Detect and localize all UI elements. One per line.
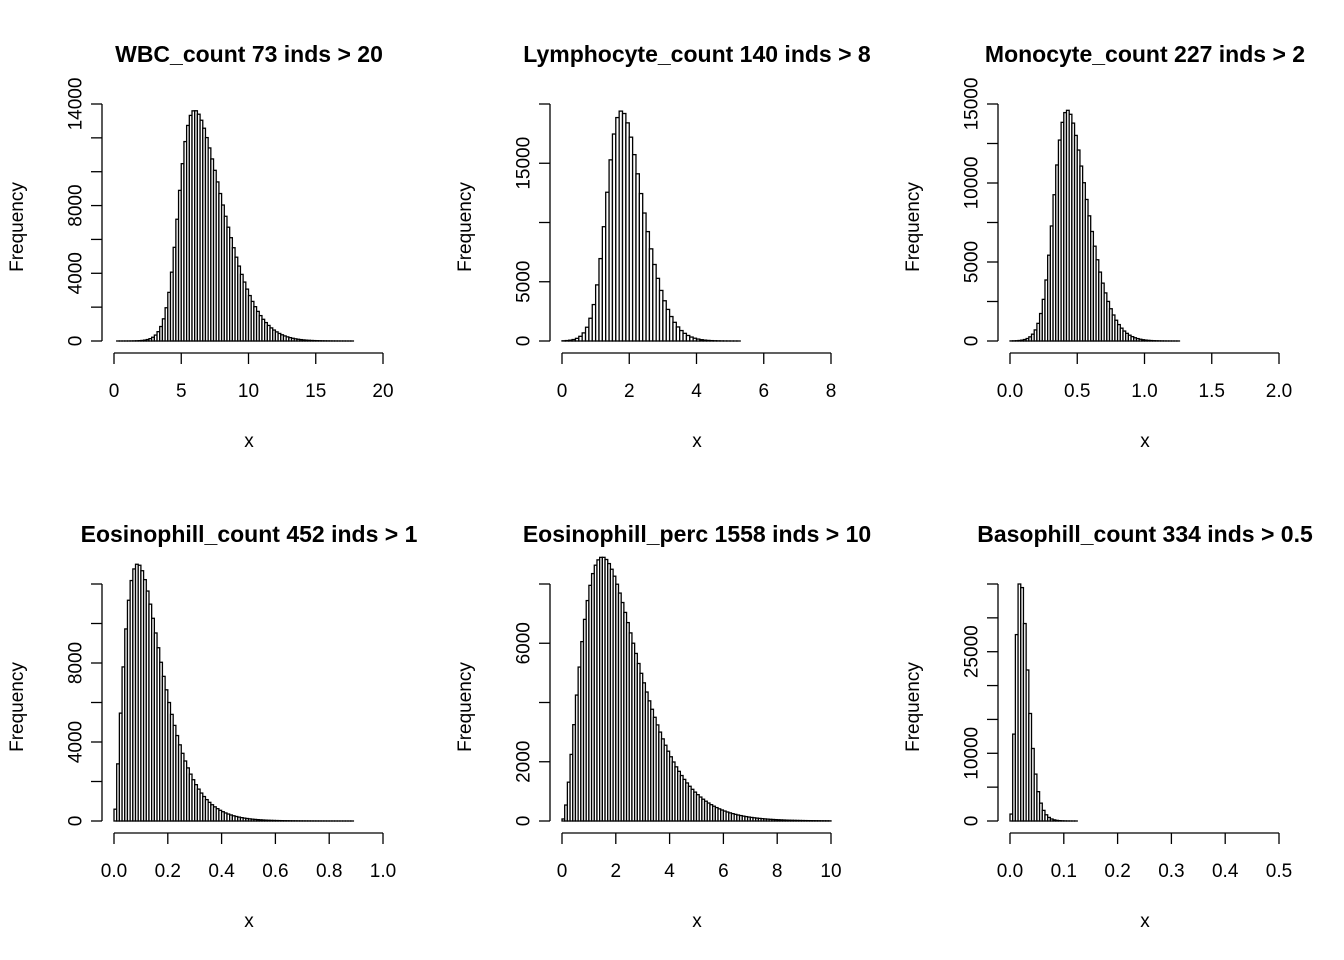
x-tick-label: 0.5 xyxy=(1266,861,1292,882)
x-axis: 0 5 10 15 20 xyxy=(109,352,394,402)
y-axis-label: Frequency xyxy=(455,662,476,752)
panel-title: Eosinophill_perc 1558 inds > 10 xyxy=(523,521,871,547)
x-tick-label: 2 xyxy=(611,861,622,882)
x-tick-label: 0.1 xyxy=(1051,861,1077,882)
y-axis: 0 2000 6000 xyxy=(514,583,551,827)
y-tick-label: 25000 xyxy=(962,625,983,678)
y-tick-label: 0 xyxy=(66,816,87,827)
y-tick-label: 15000 xyxy=(514,137,535,190)
x-tick-label: 2.0 xyxy=(1266,381,1292,402)
y-tick-label: 10000 xyxy=(962,727,983,780)
x-axis-label: x xyxy=(1140,431,1150,452)
x-tick-label: 0.5 xyxy=(1064,381,1090,402)
y-tick-label: 4000 xyxy=(66,721,87,763)
x-tick-label: 0.0 xyxy=(101,861,127,882)
x-tick-label: 5 xyxy=(176,381,187,402)
panel-title: Monocyte_count 227 inds > 2 xyxy=(985,41,1305,67)
x-tick-label: 0 xyxy=(557,381,568,402)
x-tick-label: 4 xyxy=(664,861,675,882)
y-axis-label: Frequency xyxy=(903,182,924,272)
histogram-panel-lymphocyte-count: Lymphocyte_count 140 inds > 8 0 2 4 6 8 0 500… xyxy=(455,41,871,452)
bars xyxy=(113,563,355,822)
bars xyxy=(116,110,355,342)
x-axis-label: x xyxy=(692,431,702,452)
y-tick-label: 0 xyxy=(514,816,535,827)
y-axis-label: Frequency xyxy=(7,182,28,272)
y-tick-label: 2000 xyxy=(514,741,535,783)
y-tick-label: 8000 xyxy=(66,642,87,684)
y-tick-label: 0 xyxy=(66,336,87,347)
x-tick-label: 20 xyxy=(372,381,393,402)
x-tick-label: 0 xyxy=(109,381,120,402)
histogram-panel-eosinophill-count: Eosinophill_count 452 inds > 1 0.0 0.2 0.4… xyxy=(7,521,418,932)
x-tick-label: 0.0 xyxy=(997,381,1023,402)
histogram-panel-basophill-count: Basophill_count 334 inds > 0.5 0.0 0.1 0.2… xyxy=(903,521,1313,932)
x-tick-label: 1.5 xyxy=(1199,381,1225,402)
bars xyxy=(1009,583,1078,822)
x-tick-label: 8 xyxy=(772,861,783,882)
x-tick-label: 8 xyxy=(826,381,837,402)
y-axis-label: Frequency xyxy=(7,662,28,752)
y-axis: 0 4000 8000 14000 xyxy=(66,78,103,347)
histogram-panel-wbc-count: WBC_count 73 inds > 20 0 5 10 15 20 0 4000 800… xyxy=(7,41,394,452)
y-axis: 0 5000 15000 xyxy=(514,103,551,347)
x-tick-label: 0.4 xyxy=(208,861,235,882)
x-tick-label: 6 xyxy=(758,381,769,402)
x-axis-label: x xyxy=(244,911,254,932)
y-tick-label: 8000 xyxy=(66,184,87,226)
x-tick-label: 4 xyxy=(691,381,702,402)
panel-title: Eosinophill_count 452 inds > 1 xyxy=(81,521,418,547)
y-axis: 0 5000 10000 15000 xyxy=(962,78,999,347)
y-axis-label: Frequency xyxy=(903,662,924,752)
x-axis-label: x xyxy=(244,431,254,452)
x-axis-label: x xyxy=(692,911,702,932)
x-tick-label: 10 xyxy=(820,861,841,882)
bars xyxy=(1009,109,1181,342)
histogram-panel-monocyte-count: Monocyte_count 227 inds > 2 0.0 0.5 1.0 1.5… xyxy=(903,41,1305,452)
panel-title: Basophill_count 334 inds > 0.5 xyxy=(977,521,1313,547)
x-tick-label: 15 xyxy=(305,381,326,402)
y-axis: 0 4000 8000 xyxy=(66,583,103,827)
y-tick-label: 10000 xyxy=(962,157,983,210)
x-axis: 0 2 4 6 8 xyxy=(557,352,837,402)
x-tick-label: 0.8 xyxy=(316,861,342,882)
x-tick-label: 0.3 xyxy=(1158,861,1184,882)
y-tick-label: 0 xyxy=(514,336,535,347)
panel-title: WBC_count 73 inds > 20 xyxy=(115,41,383,67)
x-tick-label: 0.0 xyxy=(997,861,1023,882)
x-axis: 0 2 4 6 8 10 xyxy=(557,832,842,882)
y-axis: 0 10000 25000 xyxy=(962,583,999,827)
x-axis: 0.0 0.1 0.2 0.3 0.4 0.5 xyxy=(997,832,1292,882)
panel-title: Lymphocyte_count 140 inds > 8 xyxy=(523,41,871,67)
y-tick-label: 15000 xyxy=(962,78,983,131)
x-tick-label: 1.0 xyxy=(1131,381,1157,402)
x-tick-label: 0.4 xyxy=(1212,861,1239,882)
y-tick-label: 14000 xyxy=(66,78,87,131)
x-tick-label: 1.0 xyxy=(370,861,396,882)
x-tick-label: 6 xyxy=(718,861,729,882)
y-tick-label: 0 xyxy=(962,816,983,827)
y-tick-label: 0 xyxy=(962,336,983,347)
y-axis-label: Frequency xyxy=(455,182,476,272)
histogram-panel-eosinophill-perc: Eosinophill_perc 1558 inds > 10 0 2 4 6 8 10 … xyxy=(455,521,871,932)
y-tick-label: 5000 xyxy=(514,261,535,303)
y-tick-label: 6000 xyxy=(514,622,535,664)
x-tick-label: 0.6 xyxy=(262,861,288,882)
y-tick-label: 4000 xyxy=(66,252,87,294)
x-tick-label: 10 xyxy=(238,381,259,402)
x-tick-label: 2 xyxy=(624,381,635,402)
x-tick-label: 0.2 xyxy=(1104,861,1130,882)
y-tick-label: 5000 xyxy=(962,241,983,283)
x-tick-label: 0 xyxy=(557,861,568,882)
bars xyxy=(561,110,741,342)
x-axis: 0.0 0.5 1.0 1.5 2.0 xyxy=(997,352,1292,402)
x-tick-label: 0.2 xyxy=(155,861,181,882)
bars xyxy=(561,556,832,822)
x-axis-label: x xyxy=(1140,911,1150,932)
x-axis: 0.0 0.2 0.4 0.6 0.8 1.0 xyxy=(101,832,396,882)
